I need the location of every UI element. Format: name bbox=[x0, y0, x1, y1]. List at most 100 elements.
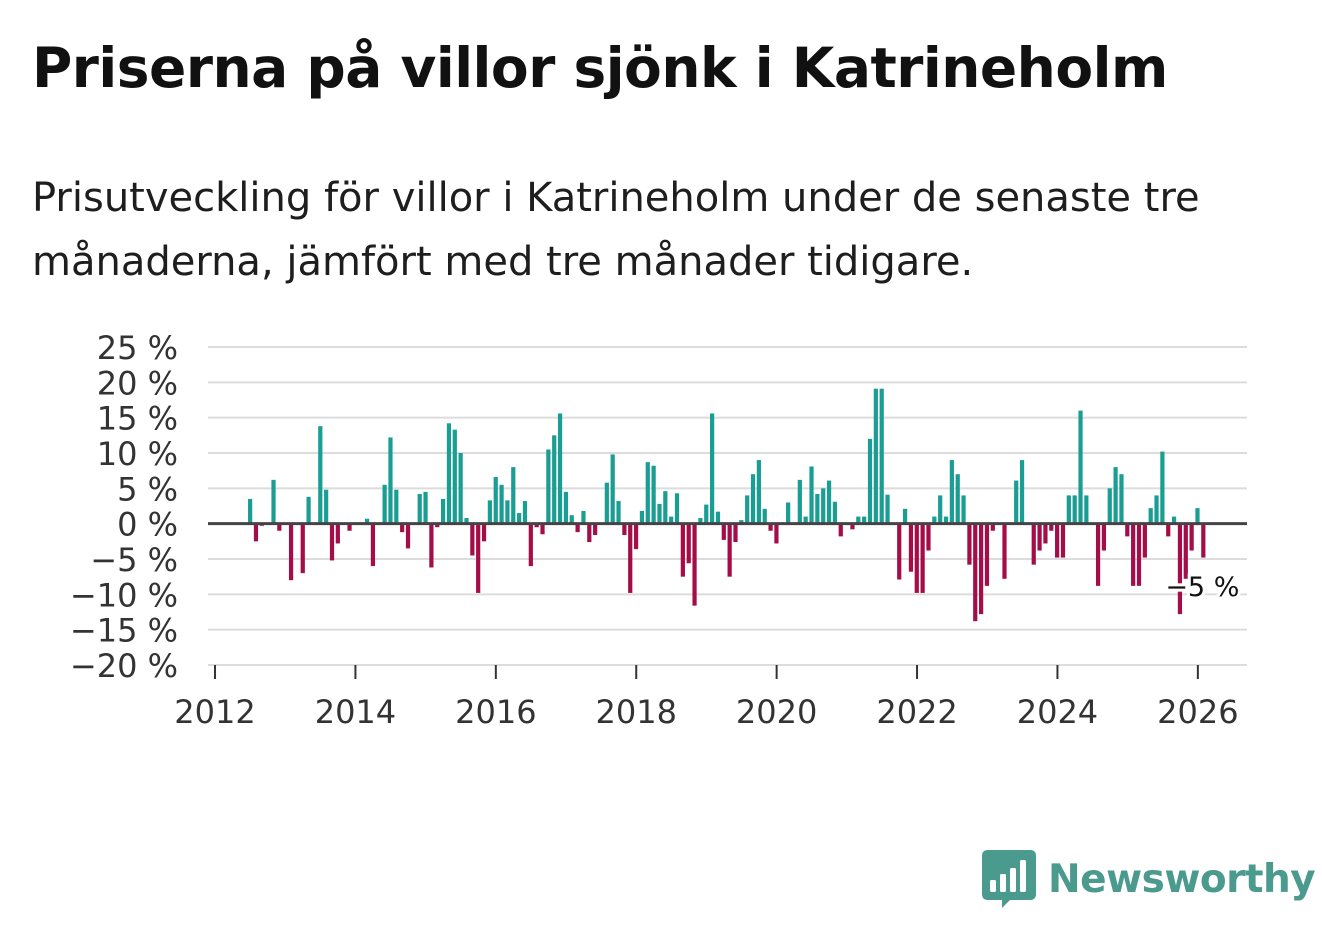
bar-positive bbox=[674, 493, 680, 524]
bar-positive bbox=[803, 516, 808, 524]
bar-positive bbox=[581, 510, 586, 524]
bar-negative bbox=[370, 523, 376, 567]
bar-positive bbox=[862, 516, 867, 524]
bar-positive bbox=[511, 467, 516, 524]
bar-negative bbox=[908, 523, 914, 572]
bar-positive bbox=[493, 477, 498, 524]
bar-negative bbox=[633, 523, 639, 550]
bar-positive bbox=[517, 513, 522, 524]
bar-negative bbox=[838, 523, 843, 537]
bar-negative bbox=[400, 523, 405, 533]
bar-positive bbox=[961, 495, 966, 524]
y-tick-label: −15 % bbox=[70, 612, 178, 650]
bar-positive bbox=[417, 493, 422, 524]
bar-positive bbox=[487, 500, 492, 524]
bar-positive bbox=[826, 480, 832, 524]
bar-positive bbox=[663, 491, 668, 524]
bar-positive bbox=[873, 388, 878, 524]
newsworthy-logo: Newsworthy bbox=[980, 848, 1316, 910]
bar-positive bbox=[546, 449, 551, 524]
bar-negative bbox=[984, 523, 990, 586]
bar-negative bbox=[435, 523, 440, 528]
bar-negative bbox=[727, 523, 732, 577]
bar-positive bbox=[639, 510, 645, 524]
bar-positive bbox=[394, 489, 399, 524]
bar-negative bbox=[1201, 523, 1206, 558]
bar-positive bbox=[464, 518, 469, 524]
bar-positive bbox=[698, 518, 703, 524]
bar-negative bbox=[897, 523, 902, 580]
bar-negative bbox=[405, 523, 411, 549]
bar-positive bbox=[446, 423, 452, 524]
bar-chart: 25 %20 %15 %10 %5 %0 %−5 %−10 %−15 %−20 … bbox=[70, 329, 1247, 731]
bar-positive bbox=[669, 516, 674, 524]
bar-negative bbox=[476, 523, 481, 593]
bar-negative bbox=[692, 523, 697, 606]
bar-positive bbox=[306, 496, 311, 524]
bar-negative bbox=[920, 523, 925, 593]
y-tick-label: 5 % bbox=[117, 470, 178, 508]
bar-positive bbox=[552, 435, 557, 524]
bar-positive bbox=[271, 479, 276, 524]
bar-negative bbox=[768, 523, 773, 531]
bar-positive bbox=[388, 437, 393, 524]
bar-positive bbox=[458, 453, 463, 524]
bar-negative bbox=[1101, 523, 1107, 551]
bar-positive bbox=[762, 508, 767, 524]
bar-negative bbox=[288, 523, 294, 581]
bar-positive bbox=[1107, 488, 1112, 524]
last-value-label: −5 % bbox=[1165, 572, 1239, 603]
bar-negative bbox=[1002, 523, 1007, 579]
bar-negative bbox=[926, 523, 931, 551]
newsworthy-logo-icon bbox=[982, 850, 1036, 908]
bar-negative bbox=[528, 523, 533, 567]
bar-positive bbox=[1113, 467, 1118, 524]
bar-negative bbox=[1037, 523, 1042, 551]
bar-negative bbox=[1055, 523, 1060, 558]
bar-negative bbox=[686, 523, 691, 564]
bar-negative bbox=[1136, 523, 1142, 586]
bar-negative bbox=[347, 523, 352, 531]
bar-positive bbox=[441, 498, 446, 524]
x-tick-label: 2016 bbox=[455, 693, 536, 731]
bar-positive bbox=[821, 488, 826, 524]
bar-positive bbox=[248, 498, 253, 524]
bar-positive bbox=[1084, 495, 1089, 524]
bar-positive bbox=[949, 460, 954, 524]
bar-positive bbox=[786, 502, 791, 524]
bar-positive bbox=[657, 503, 662, 524]
y-tick-label: −10 % bbox=[70, 576, 178, 614]
bar-positive bbox=[1195, 508, 1200, 524]
bar-positive bbox=[710, 413, 715, 524]
bar-positive bbox=[610, 454, 615, 524]
bar-negative bbox=[990, 523, 995, 531]
bar-negative bbox=[1049, 523, 1054, 531]
bar-positive bbox=[499, 484, 504, 524]
bar-negative bbox=[253, 523, 259, 542]
bar-positive bbox=[1078, 410, 1083, 524]
bar-positive bbox=[1014, 480, 1019, 524]
bar-positive bbox=[704, 504, 709, 524]
bar-positive bbox=[645, 462, 650, 524]
bar-positive bbox=[902, 508, 908, 524]
bar-negative bbox=[914, 523, 919, 593]
y-tick-label: −5 % bbox=[90, 541, 178, 579]
y-tick-label: 10 % bbox=[97, 435, 178, 473]
bar-positive bbox=[324, 489, 329, 524]
bar-positive bbox=[1072, 495, 1077, 524]
bar-negative bbox=[429, 523, 434, 568]
bar-positive bbox=[750, 474, 756, 524]
y-tick-label: 25 % bbox=[97, 329, 178, 367]
bar-negative bbox=[1183, 523, 1188, 579]
bar-negative bbox=[628, 523, 633, 593]
bar-negative bbox=[300, 523, 305, 574]
bar-positive bbox=[715, 511, 721, 524]
bar-positive bbox=[604, 482, 609, 524]
annotations: −5 % bbox=[1162, 569, 1242, 606]
bar-negative bbox=[967, 523, 972, 565]
bar-negative bbox=[774, 523, 779, 544]
bar-negative bbox=[1131, 523, 1136, 586]
x-tick-label: 2020 bbox=[736, 693, 817, 731]
bar-positive bbox=[505, 500, 510, 524]
bar-positive bbox=[1154, 495, 1159, 524]
